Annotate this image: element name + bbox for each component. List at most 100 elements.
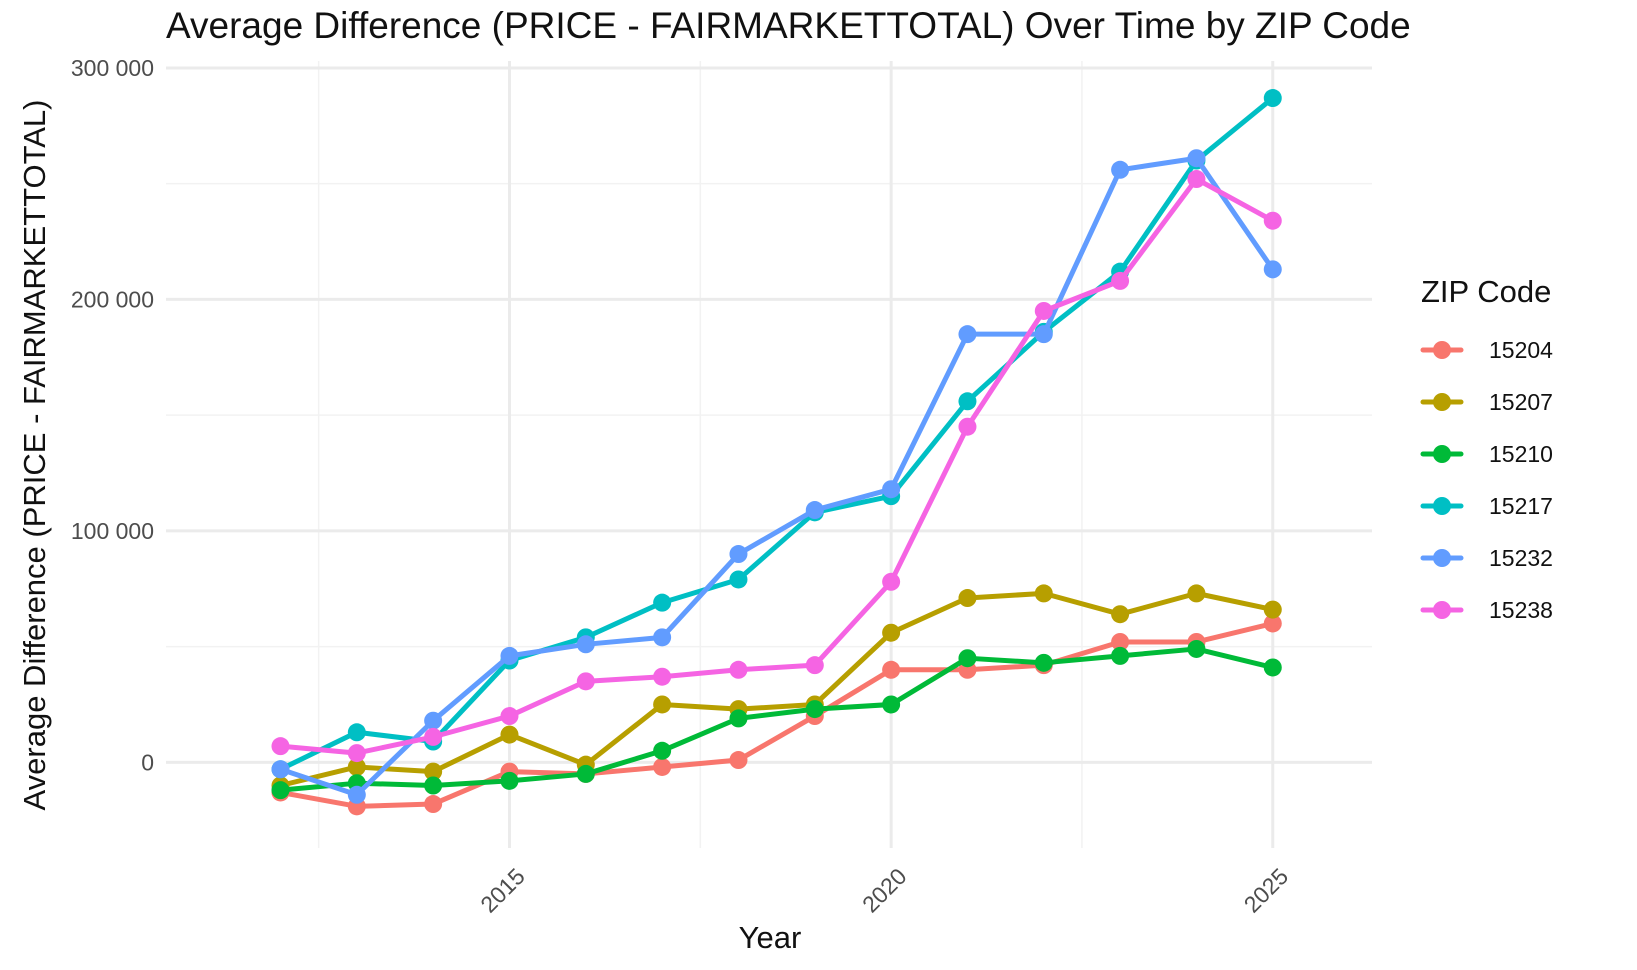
data-point-15238-2024 (1187, 170, 1206, 189)
data-point-15207-2025 (1263, 600, 1282, 619)
data-point-15210-2015 (500, 771, 519, 790)
data-point-15238-2015 (500, 707, 519, 726)
data-point-15232-2020 (882, 480, 901, 499)
data-point-15238-2025 (1263, 211, 1282, 230)
data-point-15232-2022 (1034, 325, 1053, 344)
data-point-15210-2016 (576, 764, 595, 783)
data-point-15232-2012 (271, 760, 290, 779)
data-point-15210-2014 (424, 776, 443, 795)
legend-marker-15204 (1433, 341, 1451, 359)
legend-marker-15232 (1433, 549, 1451, 567)
series-15232 (271, 149, 1282, 804)
series-line-15204 (277, 620, 1276, 809)
legend-title: ZIP Code (1421, 274, 1551, 309)
data-point-15238-2021 (958, 417, 977, 436)
data-point-15232-2015 (500, 646, 519, 665)
data-point-15217-2018 (729, 570, 748, 589)
x-tick-label-2020: 2020 (857, 863, 912, 918)
data-point-15238-2012 (271, 737, 290, 756)
y-tick-label-200000: 200 000 (71, 286, 154, 312)
legend-marker-15217 (1433, 497, 1451, 515)
data-point-15238-2013 (347, 744, 366, 763)
legend-item-15217: 15217 (1420, 493, 1553, 519)
data-point-15238-2019 (805, 656, 824, 675)
data-point-15210-2021 (958, 649, 977, 668)
y-axis-title: Average Difference (PRICE - FAIRMARKETTO… (17, 100, 52, 811)
data-point-15207-2015 (500, 725, 519, 744)
data-point-15207-2024 (1187, 584, 1206, 603)
legend-item-15238: 15238 (1420, 597, 1553, 623)
series-15210 (271, 639, 1282, 800)
series-layer (271, 89, 1282, 816)
data-point-15217-2017 (653, 593, 672, 612)
data-point-15232-2014 (424, 711, 443, 730)
grid-lines: 2015 2020 2025 0 100 000 200 000 300 000 (71, 55, 1372, 918)
data-point-15232-2021 (958, 325, 977, 344)
data-point-15232-2016 (576, 635, 595, 654)
data-point-15238-2020 (882, 572, 901, 591)
y-tick-label-100000: 100 000 (71, 518, 154, 544)
data-point-15210-2024 (1187, 639, 1206, 658)
data-point-15204-2014 (424, 795, 443, 814)
data-point-15210-2022 (1034, 653, 1053, 672)
data-point-15238-2018 (729, 660, 748, 679)
series-15217 (271, 89, 1282, 779)
data-point-15210-2017 (653, 741, 672, 760)
x-tick-label-2025: 2025 (1239, 863, 1294, 918)
data-point-15217-2021 (958, 392, 977, 411)
y-tick-label-0: 0 (141, 749, 154, 775)
legend-item-15204: 15204 (1420, 337, 1553, 363)
data-point-15210-2020 (882, 695, 901, 714)
x-tick-label-2015: 2015 (475, 863, 530, 918)
data-point-15204-2017 (653, 757, 672, 776)
data-point-15204-2020 (882, 660, 901, 679)
legend-marker-15238 (1433, 601, 1451, 619)
legend-label-15207: 15207 (1489, 389, 1553, 415)
data-point-15207-2013 (347, 757, 366, 776)
legend-label-15210: 15210 (1489, 441, 1553, 467)
legend-label-15238: 15238 (1489, 597, 1553, 623)
series-15207 (271, 584, 1282, 795)
legend: 15204 15207 15210 15217 15232 15238 (1420, 337, 1553, 623)
data-point-15210-2019 (805, 700, 824, 719)
legend-label-15204: 15204 (1489, 337, 1553, 363)
data-point-15232-2013 (347, 785, 366, 804)
data-point-15207-2022 (1034, 584, 1053, 603)
series-line-15217 (277, 95, 1276, 772)
data-point-15238-2016 (576, 672, 595, 691)
data-point-15204-2025 (1263, 614, 1282, 633)
legend-label-15217: 15217 (1489, 493, 1553, 519)
x-axis-title: Year (739, 920, 802, 955)
data-point-15207-2017 (653, 695, 672, 714)
data-point-15232-2018 (729, 545, 748, 564)
data-point-15217-2013 (347, 723, 366, 742)
y-tick-label-300000: 300 000 (71, 55, 154, 81)
data-point-15238-2014 (424, 727, 443, 746)
legend-item-15232: 15232 (1420, 545, 1553, 571)
data-point-15238-2022 (1034, 301, 1053, 320)
data-point-15210-2023 (1111, 646, 1130, 665)
series-line-15207 (277, 590, 1276, 788)
data-point-15207-2023 (1111, 605, 1130, 624)
data-point-15217-2025 (1263, 89, 1282, 108)
data-point-15238-2017 (653, 667, 672, 686)
legend-marker-15210 (1433, 445, 1451, 463)
data-point-15207-2020 (882, 623, 901, 642)
data-point-15204-2018 (729, 751, 748, 770)
data-point-15232-2017 (653, 628, 672, 647)
data-point-15238-2023 (1111, 271, 1130, 290)
series-15238 (271, 170, 1282, 763)
data-point-15232-2019 (805, 501, 824, 520)
data-point-15207-2014 (424, 762, 443, 781)
series-line-15238 (277, 176, 1276, 756)
series-line-15210 (277, 646, 1276, 793)
legend-label-15232: 15232 (1489, 545, 1553, 571)
data-point-15204-2023 (1111, 632, 1130, 651)
data-point-15232-2023 (1111, 160, 1130, 179)
series-line-15232 (277, 155, 1276, 798)
legend-marker-15207 (1433, 393, 1451, 411)
legend-item-15210: 15210 (1420, 441, 1553, 467)
data-point-15210-2012 (271, 781, 290, 800)
